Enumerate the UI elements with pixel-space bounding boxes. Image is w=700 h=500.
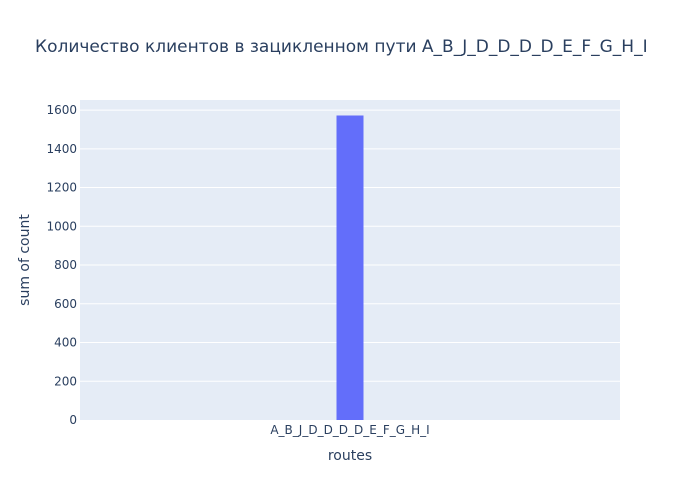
y-axis-ticks: 0 200 400 600 800 1000 1200 1400 1600 xyxy=(46,103,77,427)
y-tick-label: 1400 xyxy=(46,142,77,156)
bar-0 xyxy=(336,115,364,420)
y-tick-label: 1600 xyxy=(46,103,77,117)
y-tick-label: 200 xyxy=(54,374,77,388)
y-tick-label: 0 xyxy=(69,413,77,427)
y-tick-label: 600 xyxy=(54,297,77,311)
y-axis-label: sum of count xyxy=(17,214,33,306)
x-axis-label: routes xyxy=(328,448,372,464)
chart-title: Количество клиентов в зацикленном пути A… xyxy=(35,37,648,57)
bars xyxy=(336,115,364,420)
y-tick-label: 1200 xyxy=(46,181,77,195)
y-tick-label: 800 xyxy=(54,258,77,272)
x-tick-label: A_B_J_D_D_D_D_E_F_G_H_I xyxy=(270,423,429,437)
y-tick-label: 400 xyxy=(54,336,77,350)
y-tick-label: 1000 xyxy=(46,219,77,233)
x-axis-ticks: A_B_J_D_D_D_D_E_F_G_H_I xyxy=(270,423,429,437)
